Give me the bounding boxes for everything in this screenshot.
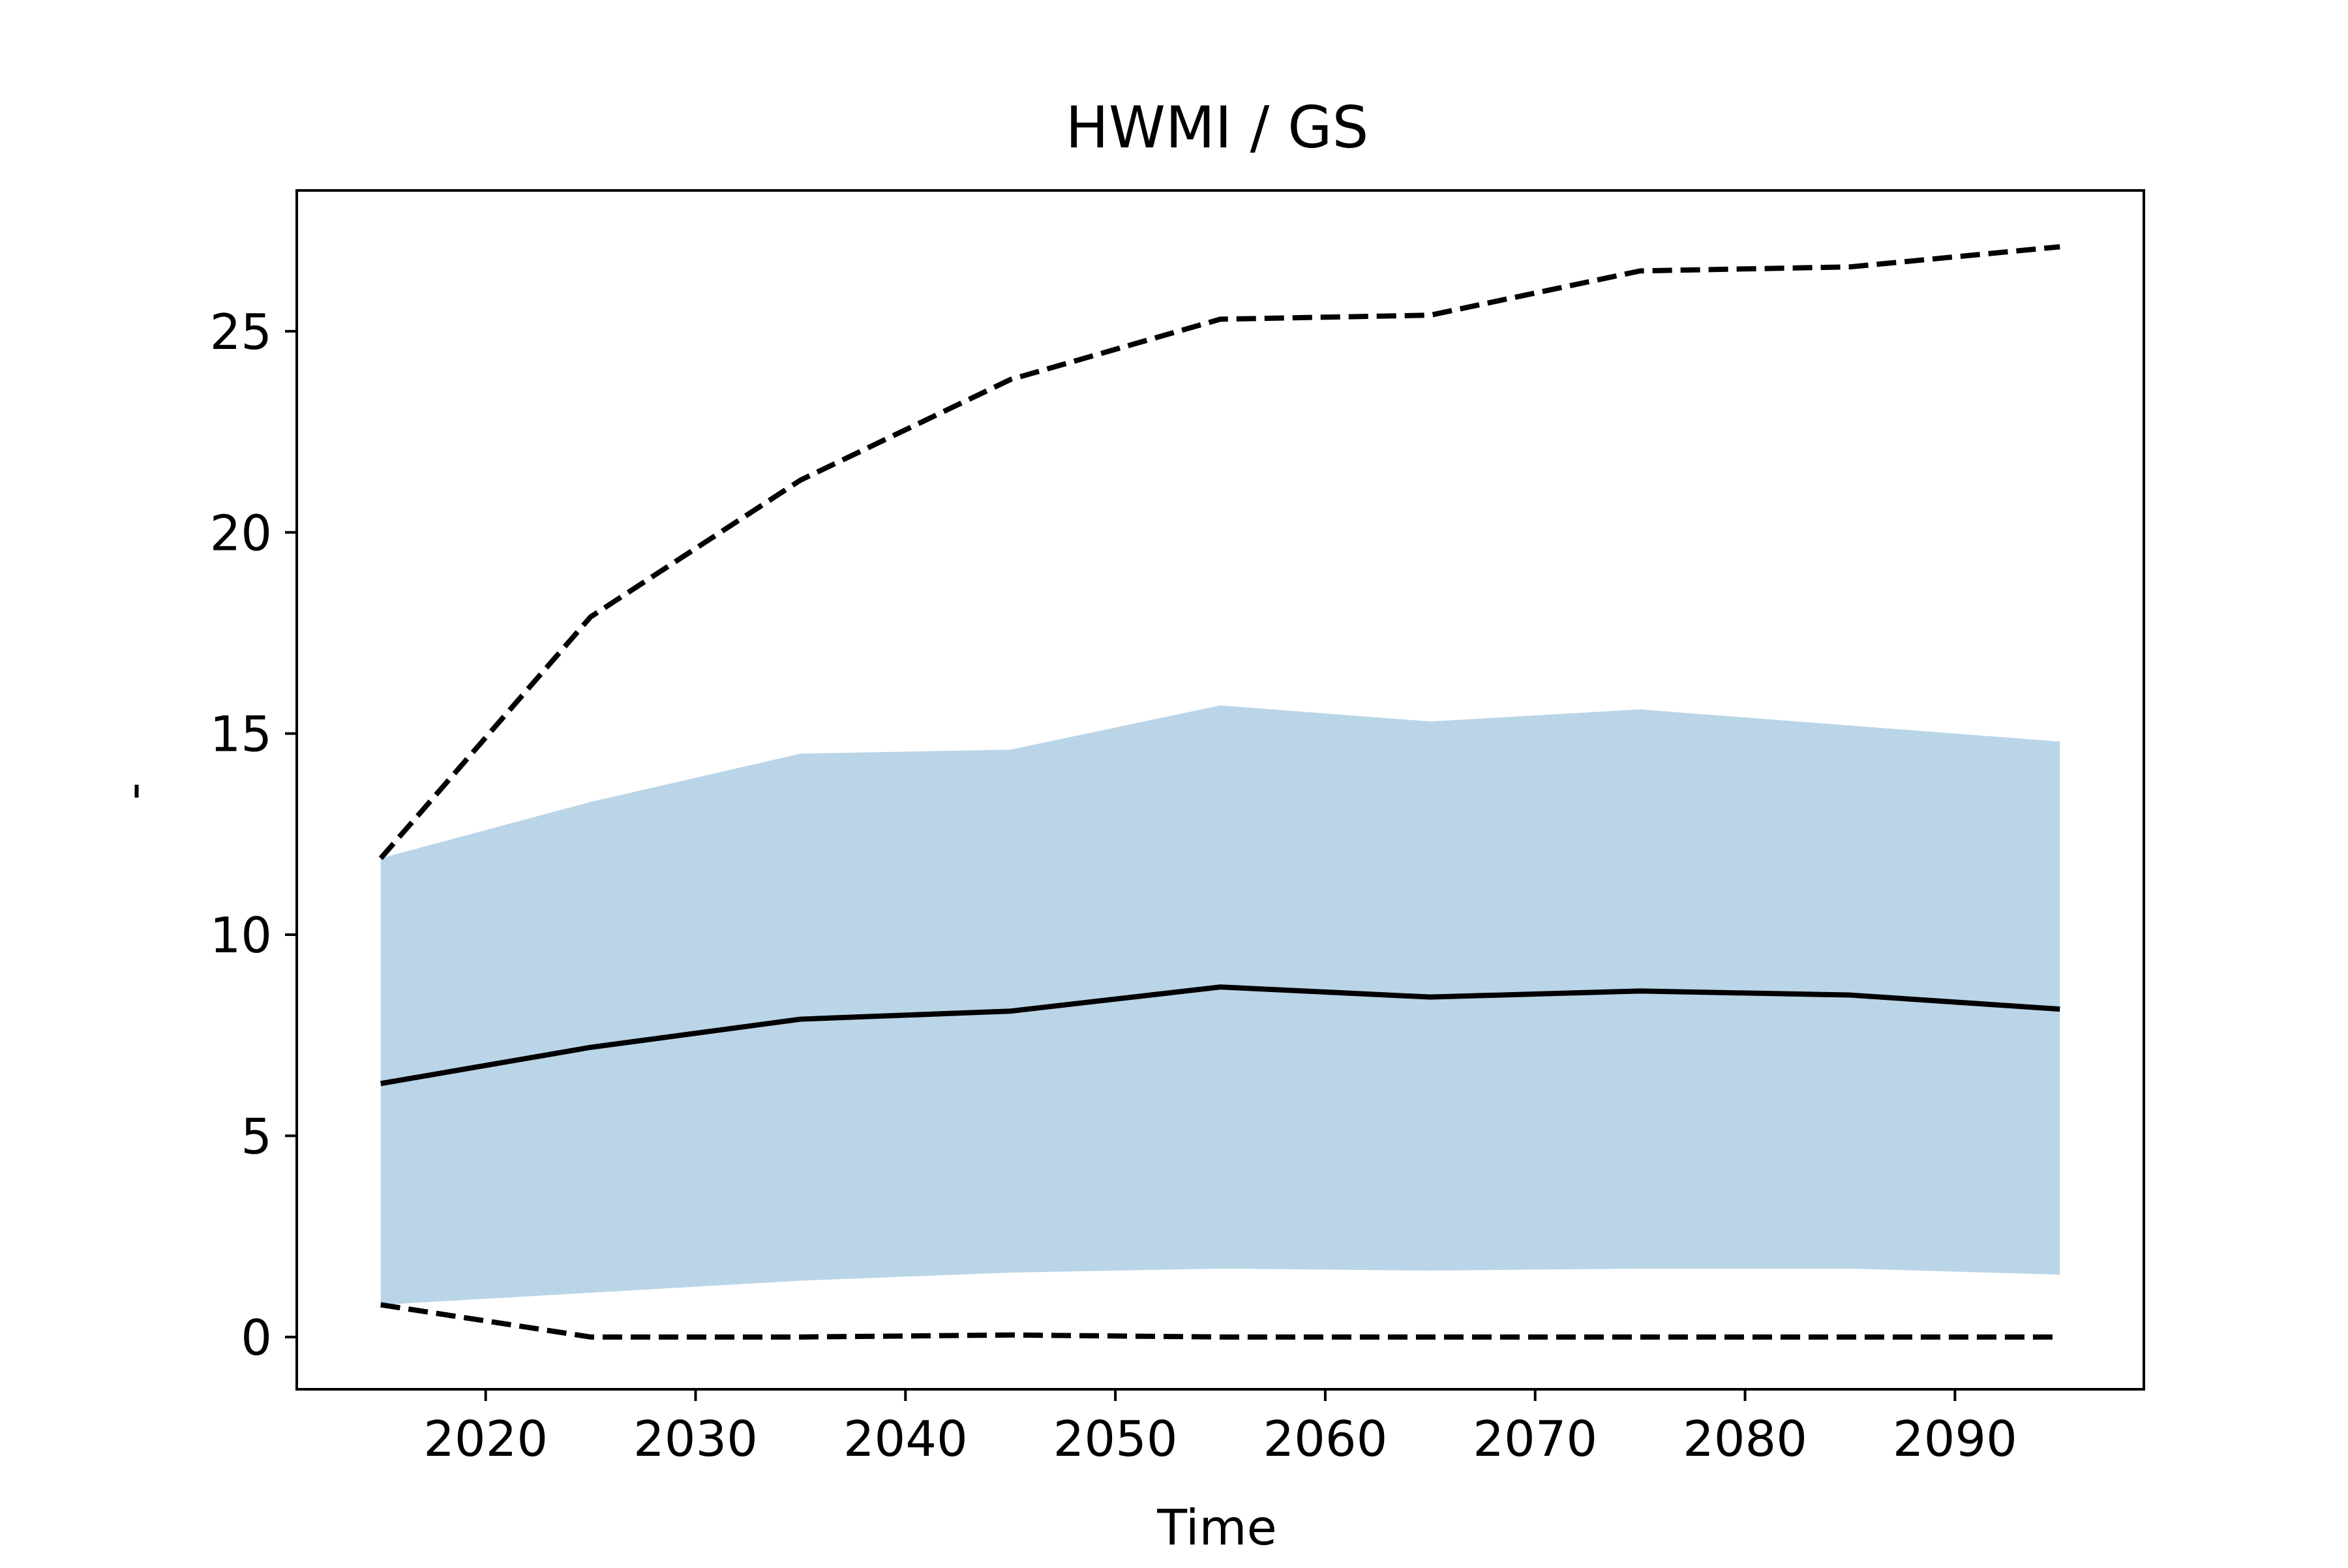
y-tick-label: 25 — [210, 303, 272, 361]
max-line — [378, 244, 2060, 860]
y-tick-label: 5 — [241, 1108, 272, 1165]
axes: 2020 2030 2040 2050 2060 2070 2080 2090 0 5 10 15 20… — [210, 189, 2145, 1468]
x-tick-label: 2030 — [633, 1410, 758, 1468]
y-axis-label: - — [104, 782, 162, 800]
x-tick-label: 2090 — [1893, 1410, 2017, 1468]
axes-frame — [295, 189, 2145, 1391]
x-axis-label: Time — [1156, 1499, 1277, 1556]
x-tick-label: 2040 — [843, 1410, 968, 1468]
x-tick-label: 2050 — [1053, 1410, 1178, 1468]
median-line — [380, 984, 2060, 1087]
x-tick-label: 2080 — [1683, 1410, 1807, 1468]
x-tick-label: 2060 — [1263, 1410, 1387, 1468]
x-tick-label: 2070 — [1473, 1410, 1597, 1468]
y-tick-label: 10 — [210, 907, 272, 964]
y-tick-label: 0 — [241, 1309, 272, 1366]
percentile-band — [380, 705, 2060, 1305]
plot-area — [378, 244, 2060, 1340]
y-tick-label: 15 — [210, 706, 272, 763]
chart-title: HWMI / GS — [1066, 94, 1369, 161]
x-tick-label: 2020 — [423, 1410, 548, 1468]
y-tick-label: 20 — [210, 504, 272, 562]
min-line — [380, 1302, 2060, 1340]
